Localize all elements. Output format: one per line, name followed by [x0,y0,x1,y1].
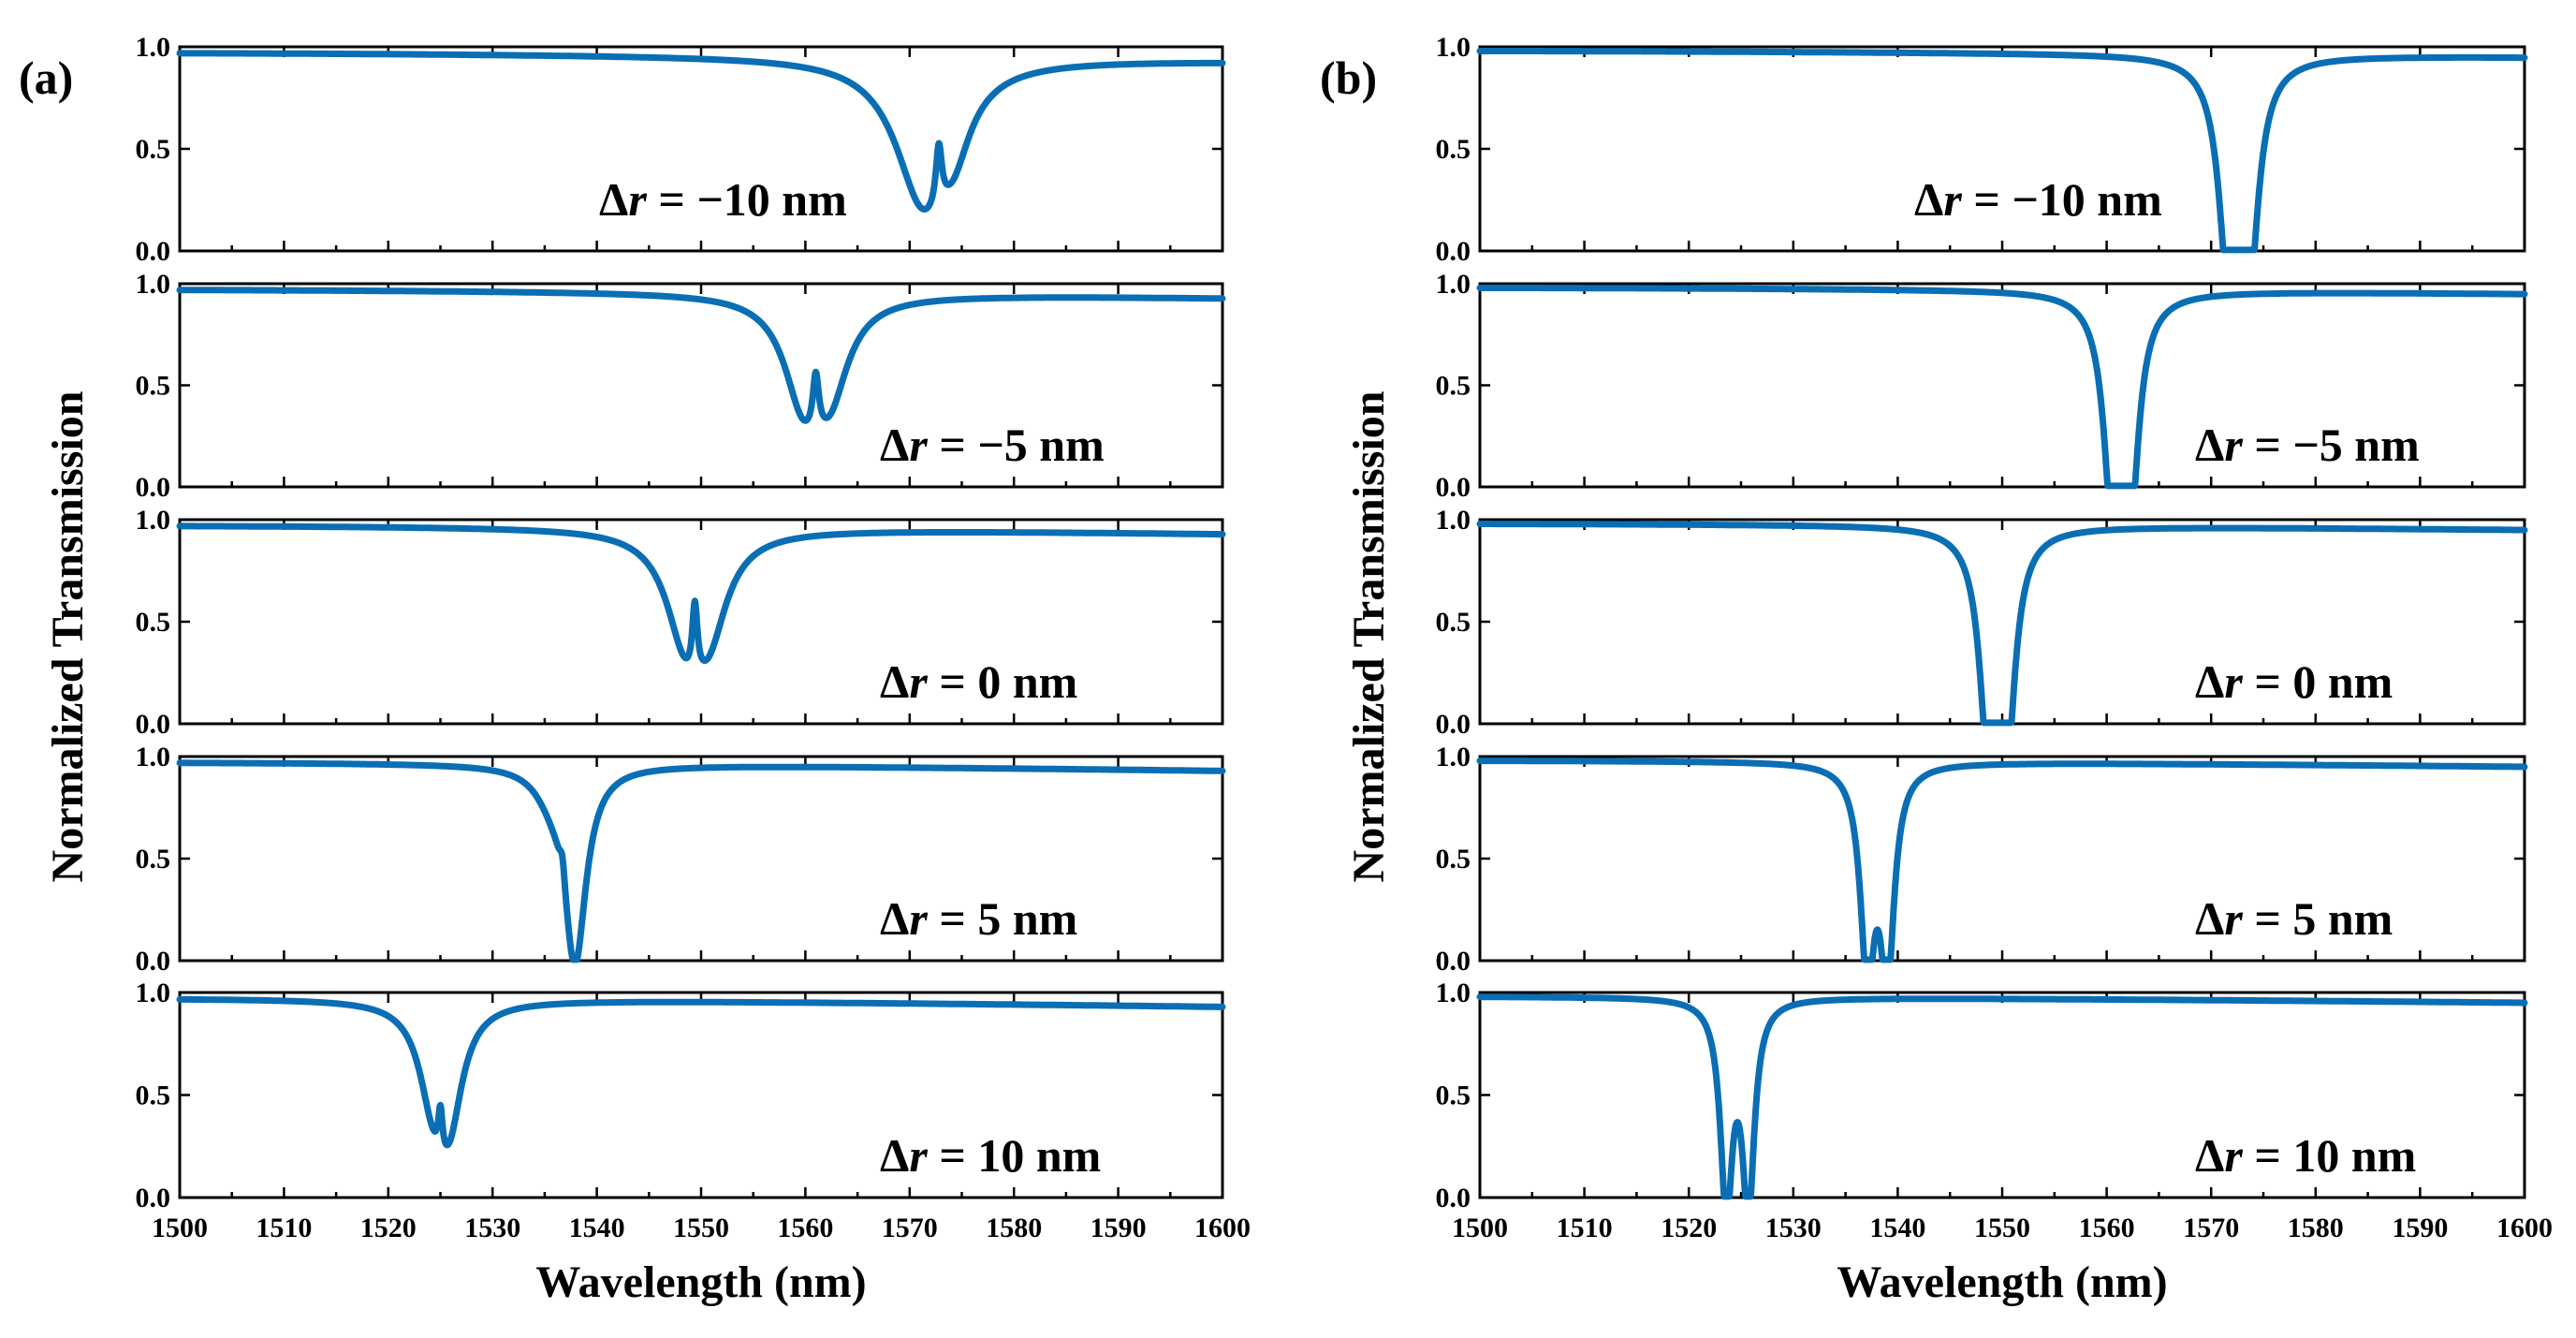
delta-r-label: Δr = 5 nm [880,892,1077,945]
subplot-3: 0.0 0.5 1.0 Δr = 0 nm [136,505,1226,740]
subplot-4: 0.0 0.5 1.0 Δr = 5 nm [136,742,1226,977]
y-tick-label: 1.0 [136,978,171,1008]
y-tick-label: 0.5 [136,844,171,875]
transmission-curve [1476,285,2528,490]
delta-r-label: Δr = −5 nm [880,419,1105,471]
x-tick-label: 1590 [1090,1213,1147,1243]
x-tick-label: 1530 [464,1213,520,1243]
subplot-1: 0.0 0.5 1.0 Δr = −10 nm [136,32,1226,267]
x-tick-label: 1520 [360,1213,417,1243]
x-tick-label: 1570 [2183,1213,2239,1243]
transmission-curve [1476,757,2528,963]
x-tick-label: 1590 [2392,1213,2448,1243]
y-tick-label: 0.5 [1436,134,1471,165]
delta-r-label: Δr = 5 nm [2195,892,2393,945]
x-tick-label: 1540 [569,1213,625,1243]
subplot-2: 0.0 0.5 1.0 Δr = −5 nm [1436,269,2528,503]
delta-r-label: Δr = −10 nm [1914,173,2162,226]
delta-r-label: Δr = 10 nm [2195,1129,2416,1182]
y-axis-title: Normalized Transmission [1344,391,1394,883]
y-tick-label: 0.0 [136,946,171,977]
transmission-curve [1476,993,2528,1200]
x-tick-label: 1570 [882,1213,938,1243]
y-tick-label: 0.0 [136,709,171,740]
y-tick-label: 0.0 [1436,1183,1471,1213]
x-tick-label: 1600 [1194,1213,1251,1243]
y-tick-label: 0.5 [136,607,171,638]
y-tick-label: 0.0 [136,236,171,267]
y-tick-label: 1.0 [1436,742,1471,772]
x-tick-label: 1600 [2496,1213,2553,1243]
x-tick-label: 1500 [152,1213,208,1243]
subplot-5: 0.0 0.5 1.0 Δr = 10 nm [136,978,1226,1213]
x-tick-label: 1560 [777,1213,833,1243]
y-tick-label: 1.0 [136,742,171,772]
y-tick-label: 0.5 [136,134,171,165]
y-tick-label: 1.0 [1436,32,1471,63]
subplot-2: 0.0 0.5 1.0 Δr = −5 nm [136,269,1226,503]
x-tick-label: 1560 [2079,1213,2135,1243]
transmission-curve [176,995,1226,1149]
x-tick-label: 1510 [1557,1213,1613,1243]
delta-r-label: Δr = 0 nm [880,655,1077,708]
x-axis-title: Wavelength (nm) [1837,1257,2167,1307]
x-tick-label: 1530 [1765,1213,1822,1243]
transmission-curve [1476,521,2528,727]
y-tick-label: 0.0 [1436,472,1471,503]
transmission-curve [176,759,1226,963]
y-tick-label: 1.0 [1436,505,1471,536]
transmission-curve [176,522,1226,665]
subplot-4: 0.0 0.5 1.0 Δr = 5 nm [1436,742,2528,977]
x-tick-label: 1580 [986,1213,1042,1243]
y-tick-label: 1.0 [1436,269,1471,300]
y-tick-label: 0.5 [136,1081,171,1111]
y-tick-label: 0.0 [136,472,171,503]
y-tick-label: 0.5 [1436,607,1471,638]
y-tick-label: 0.0 [1436,946,1471,977]
transmission-curve [1476,48,2528,254]
x-tick-label: 1520 [1661,1213,1717,1243]
x-tick-label: 1550 [673,1213,729,1243]
y-tick-label: 0.5 [1436,371,1471,402]
x-axis-title: Wavelength (nm) [535,1257,866,1307]
x-tick-label: 1510 [256,1213,312,1243]
transmission-curve [176,287,1226,424]
delta-r-label: Δr = 0 nm [2195,655,2393,708]
y-tick-label: 0.0 [136,1183,171,1213]
y-tick-label: 0.5 [1436,1081,1471,1111]
panel-a: (a) Normalized Transmission Wavelength (nm… [19,32,1251,1307]
y-tick-label: 1.0 [1436,978,1471,1008]
panel-label: (a) [19,51,73,104]
x-tick-label: 1580 [2288,1213,2344,1243]
panel-b: (b) Normalized Transmission Wavelength (nm… [1320,32,2553,1307]
delta-r-label: Δr = 10 nm [880,1129,1101,1182]
panel-label: (b) [1320,51,1377,104]
transmission-curve [176,50,1226,213]
x-tick-label: 1550 [1974,1213,2030,1243]
subplot-5: 0.0 0.5 1.0 Δr = 10 nm [1436,978,2528,1213]
y-tick-label: 0.5 [1436,844,1471,875]
x-tick-label: 1540 [1869,1213,1925,1243]
y-tick-label: 1.0 [136,32,171,63]
y-tick-label: 1.0 [136,269,171,300]
x-tick-label: 1500 [1452,1213,1508,1243]
subplot-3: 0.0 0.5 1.0 Δr = 0 nm [1436,505,2528,740]
subplot-1: 0.0 0.5 1.0 Δr = −10 nm [1436,32,2528,267]
delta-r-label: Δr = −10 nm [599,173,847,226]
y-tick-label: 0.0 [1436,709,1471,740]
y-tick-label: 0.5 [136,371,171,402]
delta-r-label: Δr = −5 nm [2195,419,2420,471]
y-tick-label: 0.0 [1436,236,1471,267]
y-axis-title: Normalized Transmission [43,391,93,883]
y-tick-label: 1.0 [136,505,171,536]
